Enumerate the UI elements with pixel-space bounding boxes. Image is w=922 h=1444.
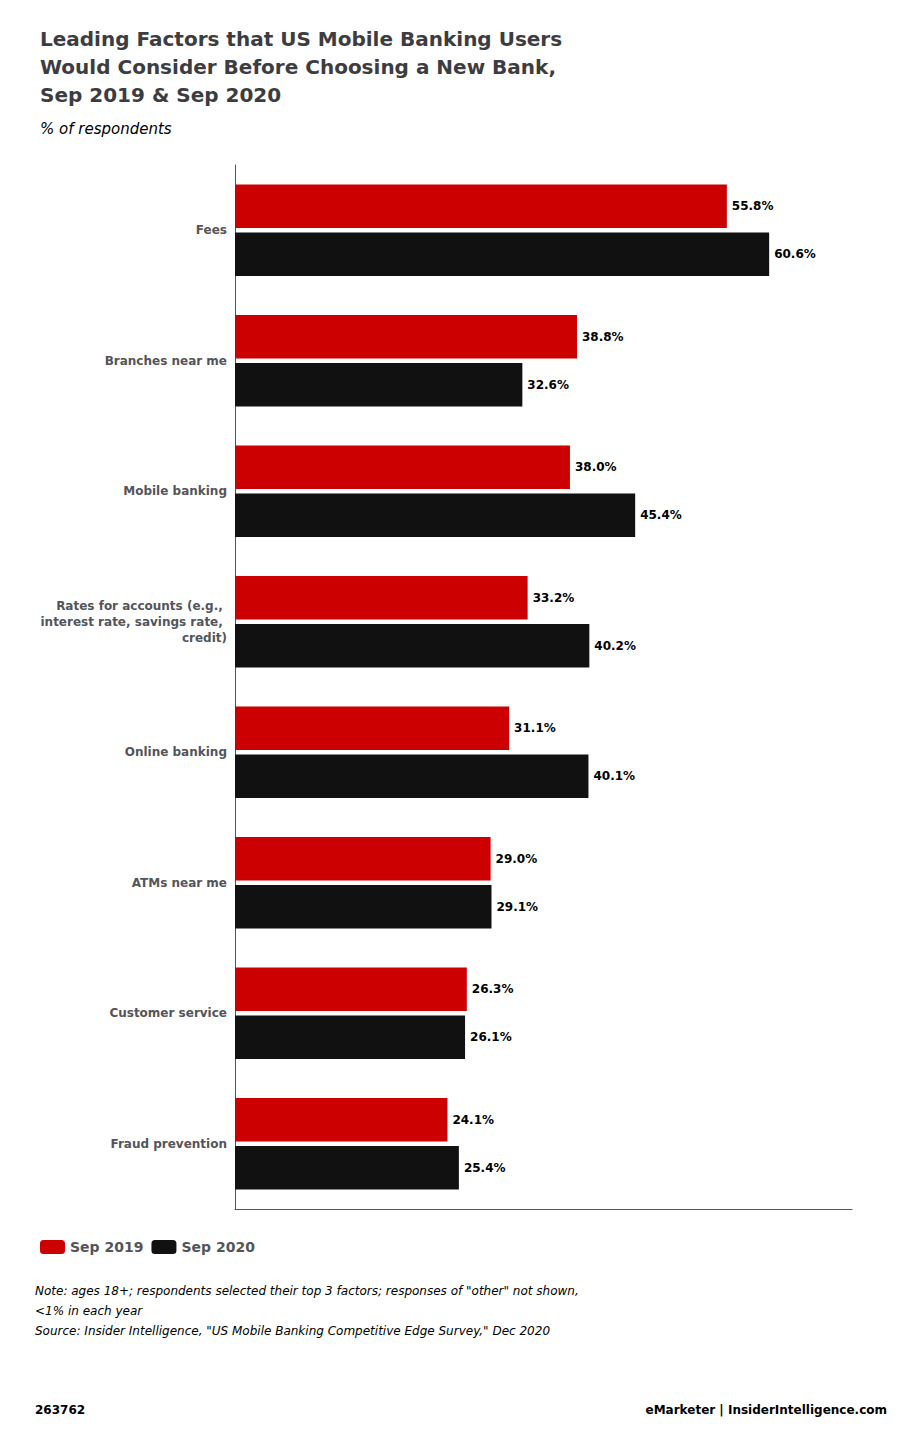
svg-text:Fees: Fees — [196, 223, 227, 237]
svg-text:40.1%: 40.1% — [593, 769, 635, 783]
svg-text:40.2%: 40.2% — [594, 639, 636, 653]
svg-text:Fraud prevention: Fraud prevention — [110, 1137, 227, 1151]
svg-text:Rates for accounts (e.g.,: Rates for accounts (e.g., — [56, 599, 227, 613]
svg-text:38.8%: 38.8% — [582, 330, 624, 344]
svg-text:38.0%: 38.0% — [575, 460, 617, 474]
svg-text:Sep 2019 & Sep 2020: Sep 2019 & Sep 2020 — [40, 83, 281, 107]
svg-text:Note: ages 18+; respondents se: Note: ages 18+; respondents selected the… — [35, 1284, 579, 1298]
svg-text:263762: 263762 — [35, 1403, 85, 1417]
svg-text:24.1%: 24.1% — [452, 1113, 494, 1127]
svg-text:60.6%: 60.6% — [774, 247, 816, 261]
svg-text:Customer service: Customer service — [109, 1006, 227, 1020]
svg-text:ATMs near me: ATMs near me — [132, 876, 227, 890]
svg-text:55.8%: 55.8% — [732, 199, 774, 213]
svg-text:Mobile banking: Mobile banking — [123, 484, 227, 498]
svg-text:45.4%: 45.4% — [640, 508, 682, 522]
svg-text:26.3%: 26.3% — [472, 982, 514, 996]
svg-text:Sep 2019: Sep 2019 — [70, 1239, 143, 1255]
svg-text:Branches near me: Branches near me — [105, 354, 227, 368]
svg-text:26.1%: 26.1% — [470, 1030, 512, 1044]
svg-text:32.6%: 32.6% — [527, 378, 569, 392]
svg-text:Sep 2020: Sep 2020 — [181, 1239, 255, 1255]
svg-text:interest rate, savings rate,: interest rate, savings rate, — [40, 615, 227, 629]
svg-text:29.1%: 29.1% — [496, 900, 538, 914]
svg-text:Would Consider Before Choosing: Would Consider Before Choosing a New Ban… — [40, 55, 556, 79]
svg-text:Leading Factors that US Mobile: Leading Factors that US Mobile Banking U… — [40, 27, 562, 51]
svg-text:33.2%: 33.2% — [533, 591, 575, 605]
svg-text:25.4%: 25.4% — [464, 1161, 506, 1175]
svg-text:% of respondents: % of respondents — [40, 120, 172, 138]
svg-text:<1% in each year: <1% in each year — [35, 1304, 143, 1318]
svg-text:credit): credit) — [182, 631, 227, 645]
svg-text:29.0%: 29.0% — [496, 852, 538, 866]
svg-text:31.1%: 31.1% — [514, 721, 556, 735]
svg-text:Source: Insider Intelligence,: Source: Insider Intelligence, "US Mobile… — [35, 1324, 550, 1338]
svg-text:Online banking: Online banking — [125, 745, 227, 759]
svg-text:eMarketer | InsiderIntelligenc: eMarketer | InsiderIntelligence.com — [646, 1403, 888, 1417]
